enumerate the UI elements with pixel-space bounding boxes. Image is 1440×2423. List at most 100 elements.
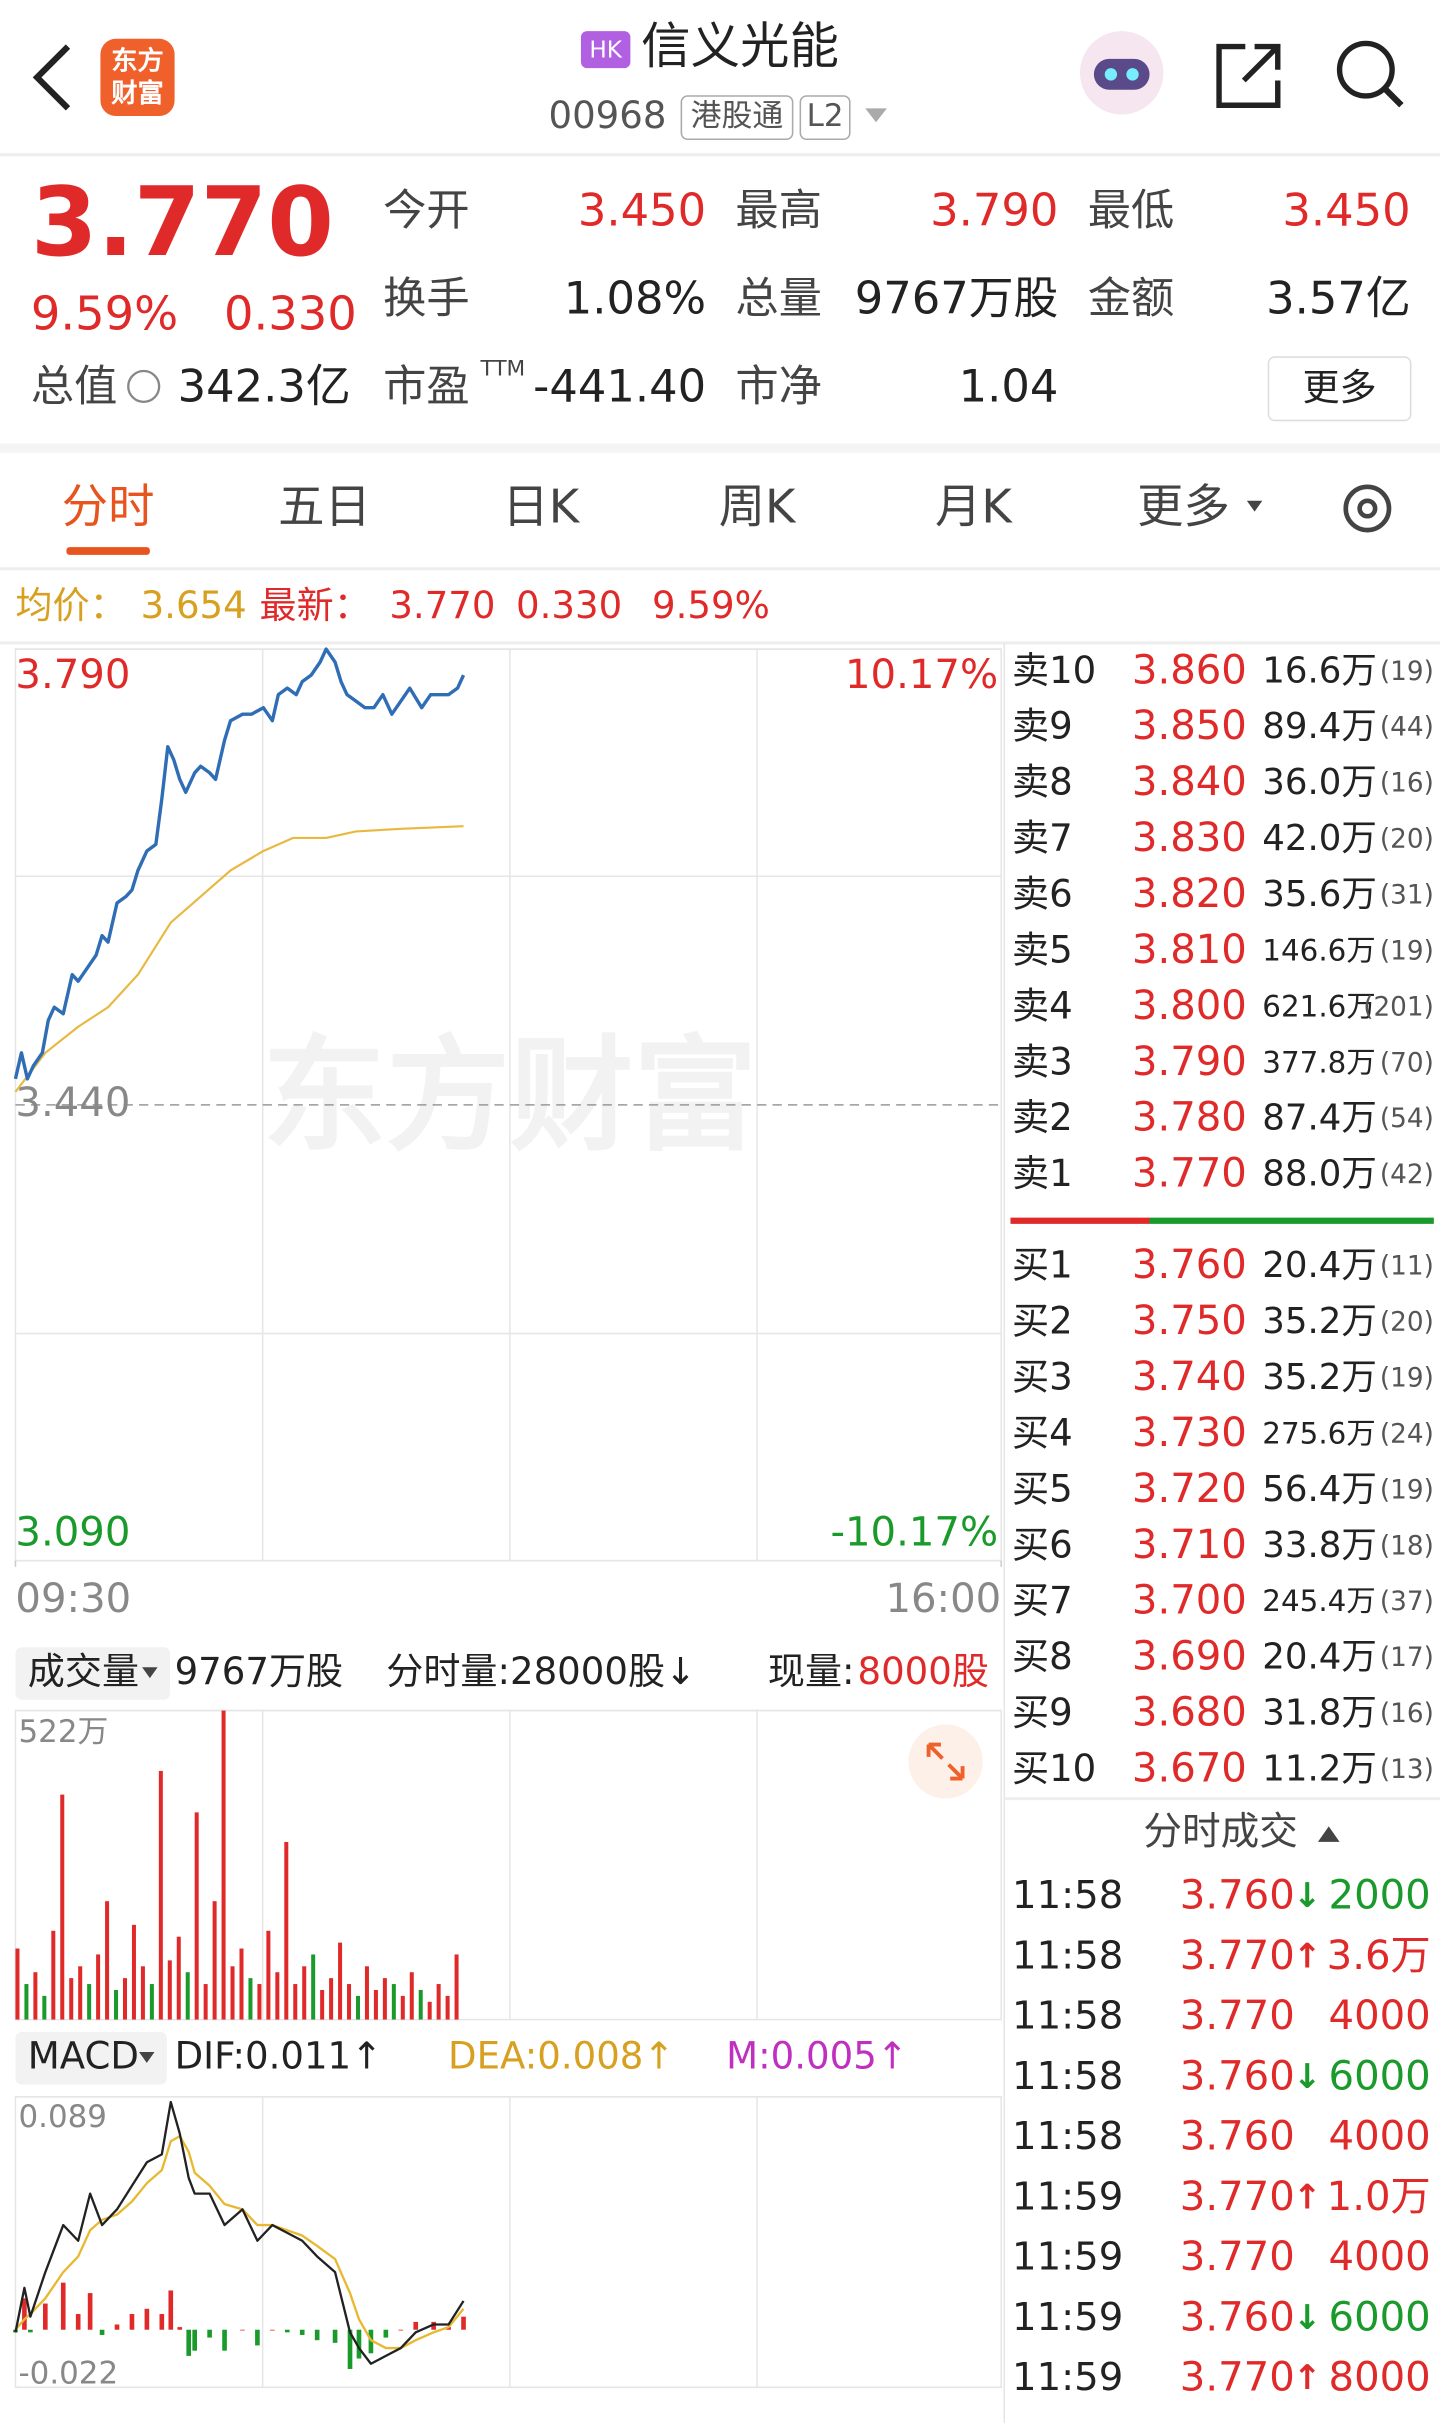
stat-label: 最高	[735, 186, 822, 236]
book-volume: 377.8万	[1262, 1045, 1375, 1079]
price-line	[13, 647, 466, 1081]
macd-m: M:0.005↑	[726, 2035, 908, 2078]
volume-bar	[284, 1841, 289, 2020]
macd-bar	[461, 2316, 466, 2330]
tab[interactable]: 日K	[502, 480, 580, 534]
stat-label: 金额	[1088, 274, 1175, 324]
trade-time: 11:58	[1012, 1933, 1123, 1978]
macd-bar	[43, 2303, 48, 2330]
macd-selector[interactable]: MACD	[28, 2035, 139, 2078]
trade-volume: 4000	[1329, 2234, 1431, 2280]
collapse-icon[interactable]	[1317, 1826, 1340, 1842]
dropdown-icon[interactable]	[865, 108, 887, 123]
tab[interactable]: 分时	[62, 480, 155, 534]
stock-code: 00968	[548, 94, 666, 137]
volume-bar	[185, 1972, 190, 2020]
trade-volume: 3.6万	[1327, 1933, 1431, 1979]
volume-bar	[373, 1989, 378, 2020]
book-price: 3.830	[1132, 815, 1247, 861]
expand-button[interactable]	[908, 1724, 983, 1799]
volume-bar	[15, 1948, 20, 2020]
last-value: 3.770	[389, 584, 495, 627]
logo-text: 财富	[111, 78, 164, 109]
pe-superscript: TTM	[480, 356, 526, 381]
book-volume: 245.4万	[1262, 1584, 1375, 1618]
book-volume: 89.4万	[1262, 706, 1377, 747]
book-label: 买9	[1012, 1691, 1073, 1734]
macd-bar	[99, 2329, 105, 2335]
volume-bar	[167, 1960, 172, 2020]
book-label: 卖5	[1012, 928, 1073, 971]
volume-bar	[230, 1966, 235, 2020]
y-tick-label: 522万	[19, 1714, 109, 1750]
tab[interactable]: 月K	[935, 480, 1013, 534]
book-volume: 621.6万	[1262, 989, 1375, 1023]
y-tick-label: 3.440	[15, 1080, 130, 1126]
macd-selector-bg[interactable]	[15, 2031, 167, 2085]
book-count: (16)	[1380, 769, 1434, 799]
divider-band	[0, 443, 1440, 453]
trade-time: 11:58	[1012, 1994, 1123, 2039]
book-volume: 275.6万	[1262, 1416, 1375, 1450]
book-count: (18)	[1380, 1531, 1434, 1561]
macd-bar	[222, 2329, 227, 2351]
x-tick-label: 16:00	[885, 1576, 1001, 1622]
search-handle	[1382, 86, 1404, 108]
avatar-eye	[1104, 68, 1118, 81]
book-volume: 146.6万	[1262, 933, 1375, 967]
book-label: 买10	[1012, 1747, 1096, 1790]
book-price: 3.730	[1132, 1410, 1247, 1456]
avg-price: 3.654	[141, 584, 247, 627]
stat-value: 1.04	[959, 360, 1059, 413]
volume-bar	[311, 1954, 316, 2020]
macd-line	[14, 2134, 465, 2350]
stat-value: 3.790	[930, 183, 1058, 236]
book-volume: 20.4万	[1262, 1245, 1377, 1286]
volume-selector-bg[interactable]	[15, 1647, 170, 1700]
volume-bar	[436, 1984, 441, 2020]
volume-bar	[329, 1978, 334, 2020]
tab[interactable]: 更多	[1137, 480, 1230, 534]
macd-bar	[129, 2314, 135, 2330]
volume-bar	[114, 1989, 119, 2020]
y-tick-label: 3.790	[15, 652, 130, 698]
avatar-eye	[1126, 68, 1139, 81]
book-count: (31)	[1380, 880, 1434, 910]
volume-bar	[96, 1954, 101, 2020]
tab[interactable]: 周K	[719, 480, 797, 534]
more-button-label[interactable]: 更多	[1302, 366, 1376, 409]
trade-arrow: ↑	[1293, 2358, 1321, 2398]
book-price: 3.770	[1132, 1151, 1247, 1197]
macd-bar	[177, 2327, 183, 2330]
share-button[interactable]	[1216, 43, 1281, 108]
volume-bar	[69, 1978, 74, 2020]
book-label: 卖4	[1012, 984, 1073, 1027]
more-button[interactable]	[1267, 356, 1412, 422]
back-button[interactable]	[32, 44, 71, 111]
macd-bar	[60, 2282, 66, 2330]
stat-value: 3.450	[1282, 183, 1410, 236]
volume-selector[interactable]: 成交量	[28, 1650, 139, 1693]
tab-dropdown-icon	[1246, 500, 1263, 512]
current-volume-label: 现量:	[768, 1650, 855, 1693]
trade-volume: 6000	[1329, 2053, 1431, 2099]
book-volume: 88.0万	[1262, 1154, 1377, 1195]
book-volume: 56.4万	[1262, 1469, 1377, 1510]
macd-bar	[186, 2329, 192, 2356]
book-label: 买6	[1012, 1523, 1073, 1566]
trade-time: 11:58	[1012, 2054, 1123, 2099]
expand-icon	[926, 1742, 965, 1781]
book-price: 3.670	[1132, 1746, 1247, 1792]
y-tick-label: 0.089	[19, 2099, 107, 2135]
info-icon[interactable]	[127, 369, 161, 404]
book-price: 3.710	[1132, 1522, 1247, 1568]
tab[interactable]: 五日	[278, 480, 371, 534]
stat-label: 市盈	[383, 362, 470, 412]
stat-value: 3.57亿	[1266, 271, 1411, 324]
search-button[interactable]	[1336, 40, 1395, 99]
book-label: 卖10	[1012, 649, 1096, 692]
settings-button[interactable]	[1343, 484, 1392, 533]
tag: L2	[807, 98, 844, 134]
trade-price: 3.760	[1180, 2053, 1295, 2099]
